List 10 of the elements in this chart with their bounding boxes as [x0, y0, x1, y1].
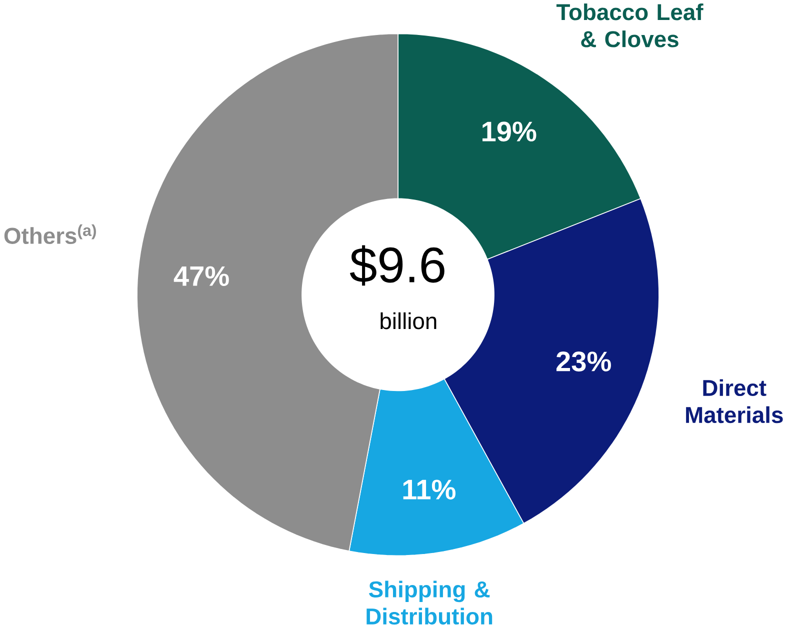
text: $9.6 [350, 245, 444, 286]
text: billion [380, 312, 436, 330]
slice-label: Tobacco Leaf & Cloves [556, 3, 704, 48]
slice-label: Shipping & Distribution [366, 580, 492, 625]
data-label: 23% [556, 352, 611, 372]
data-label: 19% [482, 122, 536, 142]
slice-label: Others$^{(a)}$ [4, 224, 96, 244]
data-label: 11% [403, 480, 456, 500]
slice-label: Direct Materials [686, 379, 783, 424]
data-label: 47% [174, 266, 229, 286]
